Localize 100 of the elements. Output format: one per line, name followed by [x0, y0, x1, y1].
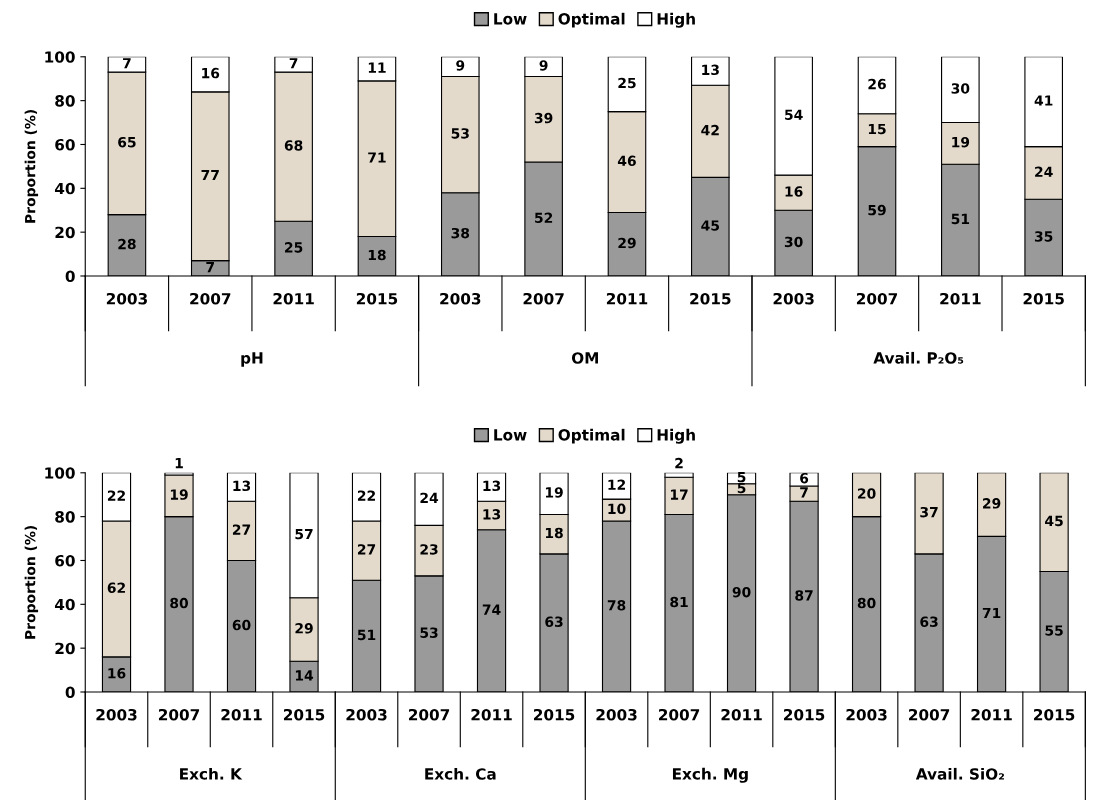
legend-label: Low [494, 429, 527, 441]
data-label: 7 [123, 58, 131, 69]
data-label: 13 [483, 509, 501, 520]
x-tick-label: 2015 [1034, 708, 1075, 721]
data-label: 63 [920, 616, 938, 627]
data-label: 80 [170, 597, 189, 609]
legend-label: Low [494, 13, 527, 25]
x-tick-label: 2003 [773, 292, 814, 305]
data-label: 16 [785, 186, 803, 197]
data-label: 78 [607, 600, 626, 611]
data-label: 30 [951, 83, 970, 94]
y-tick-label: 100 [45, 467, 75, 479]
data-label: 71 [982, 607, 1001, 619]
text: Exch. K [180, 767, 243, 780]
data-label: 6 [800, 472, 809, 484]
data-label: 41 [1034, 95, 1053, 106]
data-label: 16 [108, 668, 126, 679]
data-label: 11 [368, 62, 386, 73]
data-label: 57 [295, 528, 313, 540]
x-tick-label: 2007 [659, 708, 700, 721]
text: pH [241, 352, 263, 367]
data-label: 87 [795, 590, 813, 601]
y-tick-label: 100 [45, 51, 75, 63]
y-tick-label: 80 [55, 95, 75, 107]
data-label: 19 [170, 489, 188, 500]
x-tick-label: 2007 [909, 708, 950, 721]
x-tick-label: 2015 [690, 292, 731, 305]
data-label: 35 [1034, 231, 1053, 242]
data-label: 7 [206, 262, 214, 273]
data-label: 60 [232, 619, 251, 631]
y-tick-label: 20 [55, 642, 75, 655]
data-label: 24 [1035, 166, 1053, 177]
x-tick-label: 2011 [606, 292, 648, 305]
data-label: 22 [107, 490, 125, 501]
y-tick-label: 80 [55, 511, 75, 523]
x-tick-label: 2015 [283, 708, 325, 721]
data-label: 63 [545, 616, 563, 627]
x-tick-label: 2007 [408, 708, 450, 721]
y-tick-label: 20 [55, 226, 75, 239]
data-label: 42 [701, 124, 719, 136]
x-tick-label: 2007 [523, 292, 564, 305]
data-label: 52 [535, 212, 553, 224]
legend-label: Optimal [558, 12, 625, 28]
data-label: 55 [1045, 625, 1063, 636]
x-tick-label: 2015 [1023, 292, 1064, 305]
data-label: 81 [670, 596, 688, 608]
text: Exch. Ca [425, 767, 496, 780]
legend-label: High [657, 428, 695, 444]
data-label: 53 [451, 128, 469, 139]
data-label: 18 [545, 527, 563, 539]
legend-label: High [657, 12, 695, 28]
text: OM [571, 352, 598, 364]
data-label: 27 [357, 544, 376, 555]
data-label: 19 [545, 487, 563, 498]
data-label: 5 [737, 471, 746, 483]
data-label: 14 [295, 670, 314, 681]
data-label: 51 [951, 213, 970, 225]
data-label: 65 [118, 136, 136, 148]
data-label: 13 [483, 480, 501, 492]
x-tick-label: 2003 [346, 708, 387, 721]
x-tick-label: 2003 [96, 708, 137, 721]
y-tick-label: 60 [55, 138, 75, 151]
x-tick-label: 2011 [471, 708, 512, 721]
data-label: 20 [858, 488, 876, 499]
x-tick-label: 2003 [440, 292, 481, 305]
data-label: 37 [920, 506, 938, 518]
data-label: 13 [233, 480, 251, 492]
data-label: 30 [784, 236, 803, 248]
data-label: 24 [420, 492, 439, 503]
data-label: 15 [868, 123, 886, 135]
data-label: 39 [534, 112, 553, 124]
data-label: 7 [800, 487, 808, 498]
y-axis-title: Proportion (%) [24, 110, 39, 223]
data-label: 77 [201, 169, 219, 181]
data-label: 13 [702, 64, 719, 76]
data-label: 25 [285, 242, 303, 253]
data-label: 5 [737, 482, 746, 494]
data-label: 28 [118, 238, 136, 250]
data-label: 17 [670, 489, 688, 500]
x-tick-label: 2011 [221, 708, 262, 721]
text: Avail. SiO₂ [915, 767, 1005, 780]
y-tick-label: 0 [65, 686, 75, 699]
data-label: 9 [539, 60, 548, 71]
data-label: 74 [482, 604, 501, 615]
data-label: 59 [868, 204, 886, 216]
y-axis-title: Proportion (%) [24, 526, 39, 639]
data-label: 25 [618, 77, 636, 89]
x-tick-label: 2011 [721, 708, 762, 721]
data-label: 54 [785, 109, 803, 121]
data-label: 46 [617, 155, 636, 167]
data-label: 26 [868, 78, 886, 90]
data-label: 27 [232, 524, 251, 535]
data-label: 10 [608, 503, 626, 515]
y-tick-label: 0 [65, 270, 75, 283]
data-label: 29 [295, 623, 313, 634]
data-label: 53 [420, 627, 438, 638]
data-label: 9 [456, 60, 465, 71]
data-label: 45 [701, 220, 720, 231]
x-tick-label: 2011 [273, 292, 314, 305]
x-tick-label: 2015 [356, 292, 398, 305]
